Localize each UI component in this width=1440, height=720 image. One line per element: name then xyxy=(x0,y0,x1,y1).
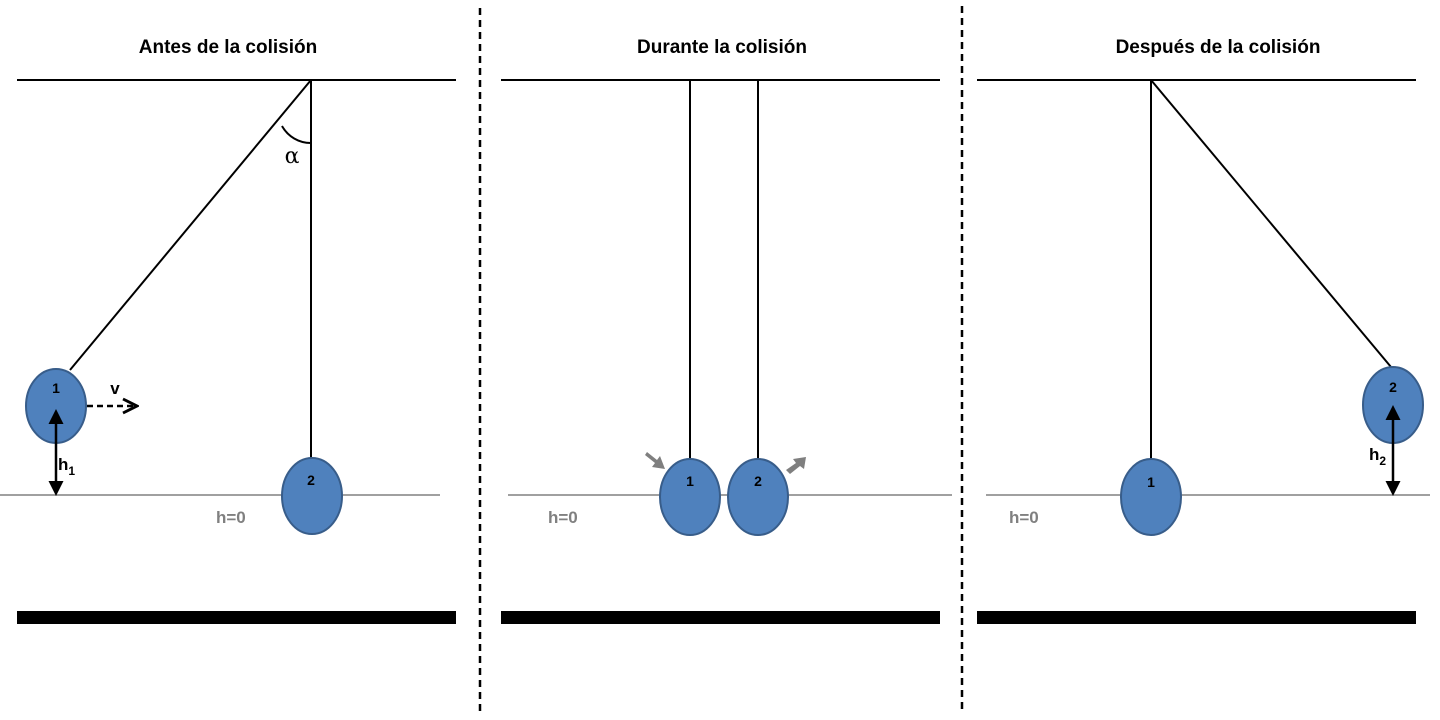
floor-bar xyxy=(977,611,1416,624)
pendulum-string-2 xyxy=(1150,79,1392,368)
pendulum-string-1 xyxy=(69,79,312,371)
impact-arrow-outgoing-icon xyxy=(786,457,806,474)
angle-arc xyxy=(281,125,312,145)
height-label-2: h2 xyxy=(1369,445,1386,468)
ball-1-label: 1 xyxy=(52,380,60,396)
ground-label: h=0 xyxy=(216,508,246,527)
ball-1-label: 1 xyxy=(686,473,694,489)
ball-2 xyxy=(281,457,343,535)
ground-label: h=0 xyxy=(1009,508,1039,527)
ground-label: h=0 xyxy=(548,508,578,527)
ball-2-label: 2 xyxy=(754,473,762,489)
impact-arrow-incoming-icon xyxy=(645,452,665,469)
ball-1 xyxy=(1120,458,1182,536)
floor-bar xyxy=(501,611,940,624)
velocity-label: v xyxy=(110,379,120,398)
floor-bar xyxy=(17,611,456,624)
ball-2 xyxy=(727,458,789,536)
panel-before: Antes de la colisión h=0 α 1 v h1 2 xyxy=(0,37,456,624)
ball-2-label: 2 xyxy=(307,472,315,488)
angle-label: α xyxy=(285,144,300,169)
panel-after: Después de la colisión h=0 1 2 h2 xyxy=(977,37,1430,624)
panel-after-title: Después de la colisión xyxy=(1116,37,1321,58)
ball-1 xyxy=(659,458,721,536)
panel-during: Durante la colisión h=0 1 2 xyxy=(501,37,952,624)
panel-during-title: Durante la colisión xyxy=(637,37,807,58)
ball-2-label: 2 xyxy=(1389,379,1397,395)
ball-1-label: 1 xyxy=(1147,474,1155,490)
panel-before-title: Antes de la colisión xyxy=(139,37,317,58)
height-label-1: h1 xyxy=(58,455,75,478)
